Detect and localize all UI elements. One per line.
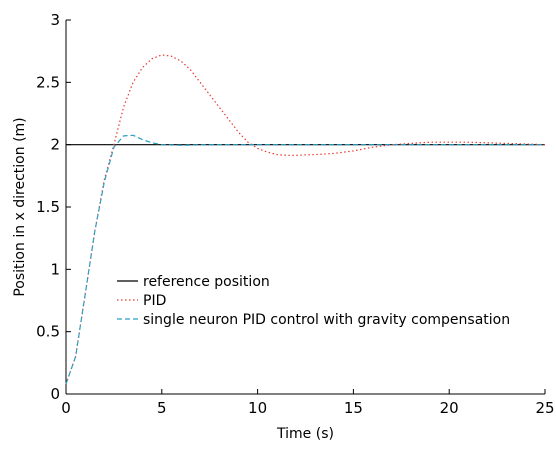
x-axis-title: Time (s) (276, 426, 334, 442)
legend-label-0: reference position (143, 274, 270, 290)
y-tick-label: 0 (50, 385, 60, 403)
y-axis-title: Position in x direction (m) (12, 117, 28, 296)
y-tick-label: 2 (50, 136, 60, 154)
series-line-2 (66, 135, 545, 384)
y-tick-label: 3 (50, 11, 60, 29)
axes: 0 5 10 15 20 25 0 0.5 1 1.5 2 2.5 3 (36, 11, 554, 417)
x-tick-label: 15 (344, 399, 363, 417)
legend: reference position PID single neuron PID c… (117, 274, 510, 328)
y-tick-label: 1.5 (36, 198, 60, 216)
x-tick-label: 0 (61, 399, 71, 417)
x-tick-label: 5 (157, 399, 167, 417)
series-line-1 (66, 55, 545, 384)
x-tick-label: 25 (535, 399, 554, 417)
legend-label-2: single neuron PID control with gravity c… (143, 312, 510, 328)
series-layer (66, 55, 545, 384)
x-tick-label: 20 (440, 399, 459, 417)
y-tick-label: 0.5 (36, 323, 60, 341)
legend-label-1: PID (143, 293, 166, 309)
x-tick-label: 10 (248, 399, 267, 417)
y-tick-label: 1 (50, 260, 60, 278)
y-tick-label: 2.5 (36, 73, 60, 91)
